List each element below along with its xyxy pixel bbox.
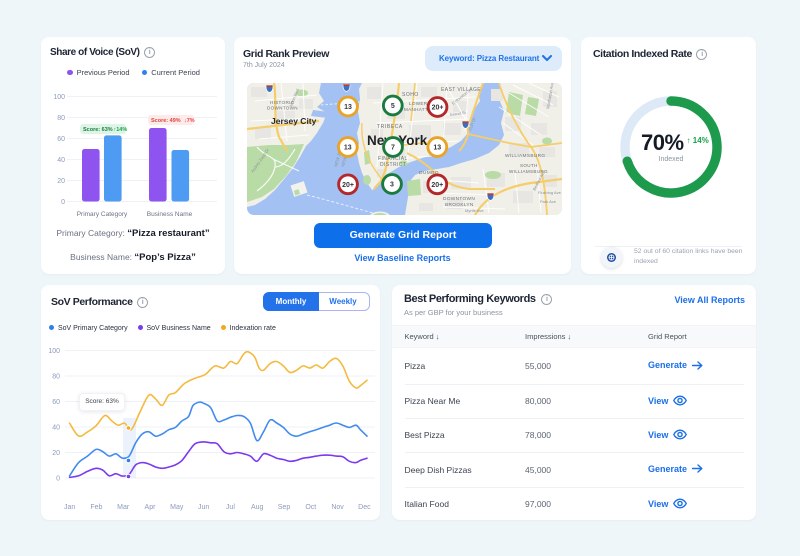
svg-text:60: 60 [52, 399, 60, 406]
svg-text:DISTRICT: DISTRICT [380, 162, 406, 168]
svg-text:0: 0 [61, 199, 65, 206]
svg-text:13: 13 [344, 104, 352, 111]
svg-text:100: 100 [48, 348, 60, 355]
svg-text:DOWNTOWN: DOWNTOWN [443, 196, 475, 202]
svg-text:Oct: Oct [305, 504, 316, 511]
svg-text:100: 100 [53, 94, 65, 101]
svg-text:20+: 20+ [432, 105, 444, 112]
svg-text:20+: 20+ [342, 182, 354, 189]
svg-text:FINANCIAL: FINANCIAL [378, 156, 408, 162]
svg-text:Flushing Ave: Flushing Ave [538, 190, 562, 195]
svg-text:BROOKLYN: BROOKLYN [445, 202, 474, 208]
svg-text:Dec: Dec [358, 504, 371, 511]
svg-text:Myrtle Ave: Myrtle Ave [465, 208, 484, 213]
svg-text:Score: 63%: Score: 63% [83, 127, 113, 133]
svg-text:80: 80 [57, 115, 65, 122]
svg-text:DOWNTOWN: DOWNTOWN [267, 106, 298, 111]
svg-text:7: 7 [391, 145, 395, 152]
svg-text:Mar: Mar [117, 504, 130, 511]
svg-text:Marin Blvd: Marin Blvd [288, 88, 300, 107]
svg-text:FDR Dr: FDR Dr [467, 116, 477, 131]
svg-text:Score: 49%: Score: 49% [151, 118, 181, 124]
svg-text:EAST VILLAGE: EAST VILLAGE [441, 87, 481, 93]
svg-text:SOHO: SOHO [402, 92, 419, 98]
svg-text:WILLIAMSBURG: WILLIAMSBURG [509, 169, 548, 174]
svg-text:Sep: Sep [278, 504, 291, 511]
svg-text:40: 40 [57, 157, 65, 164]
svg-text:Business Name: Business Name [147, 211, 193, 218]
svg-text:MANHATTAN: MANHATTAN [404, 107, 435, 112]
svg-text:HISTORIC: HISTORIC [270, 100, 295, 105]
svg-text:Jan: Jan [64, 504, 75, 511]
svg-text:Grand St: Grand St [449, 110, 466, 117]
svg-text:13: 13 [344, 145, 352, 152]
svg-text:80: 80 [52, 374, 60, 381]
svg-text:20: 20 [52, 450, 60, 457]
svg-text:Manhattan Ave: Manhattan Ave [545, 83, 555, 109]
svg-text:20+: 20+ [431, 182, 443, 189]
svg-text:5: 5 [391, 103, 395, 110]
svg-text:TRIBECA: TRIBECA [377, 124, 403, 130]
svg-text:↑14%: ↑14% [114, 127, 128, 133]
svg-text:40: 40 [52, 425, 60, 432]
svg-text:Primary Category: Primary Category [77, 211, 128, 218]
svg-text:20: 20 [57, 178, 65, 185]
svg-text:LOWER: LOWER [409, 101, 428, 106]
svg-text:DUMBO: DUMBO [419, 170, 439, 176]
svg-text:Apr: Apr [145, 504, 157, 511]
svg-text:↓7%: ↓7% [184, 118, 195, 124]
svg-text:WILLIAMSBURG: WILLIAMSBURG [505, 153, 545, 159]
svg-text:0: 0 [56, 476, 60, 483]
svg-text:Aug: Aug [251, 504, 264, 511]
svg-text:Feb: Feb [90, 504, 102, 511]
svg-text:Nov: Nov [331, 504, 344, 511]
svg-text:SOUTH: SOUTH [520, 163, 538, 168]
svg-text:Jun: Jun [198, 504, 209, 511]
svg-text:13: 13 [433, 145, 441, 152]
svg-text:Jersey City: Jersey City [271, 116, 317, 126]
svg-text:Jul: Jul [226, 504, 235, 511]
svg-text:3: 3 [390, 182, 394, 189]
svg-text:Park Ave: Park Ave [540, 199, 557, 204]
svg-text:May: May [170, 504, 184, 511]
svg-text:60: 60 [57, 136, 65, 143]
